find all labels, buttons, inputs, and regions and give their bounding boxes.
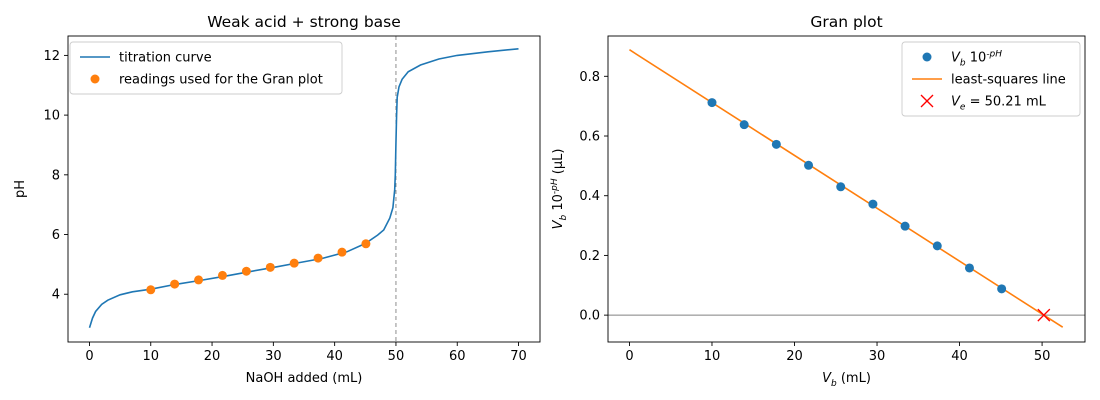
- legend-label: Ve = 50.21 mL: [951, 95, 1047, 113]
- legend-label: readings used for the Gran plot: [119, 73, 323, 88]
- plot-area: [88, 48, 519, 328]
- chart-title: Gran plot: [810, 13, 882, 31]
- marker-x-stroke: [1037, 308, 1051, 322]
- legend-handle-marker: [90, 74, 100, 84]
- x-axis-label: Vb (mL): [822, 371, 871, 389]
- point-readings-used-for-the-gran-plot-3: [217, 270, 227, 280]
- y-tick-label: 0.6: [579, 130, 600, 145]
- legend-handle-marker: [922, 52, 932, 62]
- x-tick-label: 50: [1034, 349, 1051, 364]
- axes-frame: [607, 35, 1086, 343]
- y-tick-label: 0.8: [579, 70, 600, 85]
- x-tick-label: 20: [204, 349, 221, 364]
- chart-title: Weak acid + strong base: [207, 13, 401, 31]
- x-axis-label: NaOH added (mL): [246, 371, 363, 386]
- legend-box: [69, 41, 343, 95]
- x-tick-label: 70: [510, 349, 527, 364]
- x-tick-label: 10: [704, 349, 721, 364]
- point-readings-used-for-the-gran-plot-1: [170, 279, 180, 289]
- y-tick-label: 0.2: [579, 249, 600, 264]
- point-readings-used-for-the-gran-plot-8: [337, 247, 347, 257]
- point-readings-used-for-the-gran-plot-9: [361, 239, 371, 249]
- plot-area: [629, 49, 1064, 328]
- point-readings-used-for-the-gran-plot-4: [241, 266, 251, 276]
- point-v-e-50-21-ml-0: [1037, 308, 1051, 322]
- x-tick-label: 20: [786, 349, 803, 364]
- chart-panel-1: Weak acid + strong base 0 10 20 30 40 50 60 70 4 6…: [13, 13, 541, 386]
- x-tick-label: 0: [625, 349, 633, 364]
- point-v-b-10-ph-2: [771, 139, 781, 149]
- y-tick-label: 10: [43, 109, 60, 124]
- point-v-b-10-ph-1: [739, 120, 749, 130]
- y-tick-label: 6: [52, 228, 60, 243]
- legend: titration curve readings used for the Gra…: [69, 41, 343, 95]
- axes-frame: [67, 35, 541, 343]
- legend-label: least-squares line: [951, 73, 1066, 88]
- y-axis-label: Vb 10-pH (µL): [550, 149, 569, 230]
- x-tick-label: 60: [449, 349, 466, 364]
- chart-panel-2: Gran plot 0 10 20 30 40 50 0.0 0.2 0.4 0.6 0.8 Vb (m…: [550, 13, 1086, 389]
- series-line-least-squares-line: [629, 49, 1064, 328]
- point-v-b-10-ph-6: [900, 221, 910, 231]
- point-readings-used-for-the-gran-plot-2: [194, 275, 204, 285]
- y-tick-label: 0.4: [579, 189, 600, 204]
- y-tick-label: 12: [43, 49, 60, 64]
- series-line-titration-curve: [88, 48, 519, 328]
- x-tick-label: 30: [265, 349, 282, 364]
- x-tick-label: 30: [869, 349, 886, 364]
- point-readings-used-for-the-gran-plot-5: [265, 262, 275, 272]
- point-readings-used-for-the-gran-plot-7: [313, 253, 323, 263]
- point-readings-used-for-the-gran-plot-0: [146, 285, 156, 295]
- legend: Vb 10-pH​ least-squares line Ve = 50.21 mL: [901, 41, 1081, 117]
- point-v-b-10-ph-5: [868, 199, 878, 209]
- point-readings-used-for-the-gran-plot-6: [289, 258, 299, 268]
- legend-box: [901, 41, 1081, 117]
- y-tick-label: 8: [52, 168, 60, 183]
- point-v-b-10-ph-7: [932, 241, 942, 251]
- point-v-b-10-ph-8: [964, 263, 974, 273]
- y-tick-label: 4: [52, 288, 60, 303]
- x-tick-label: 10: [142, 349, 159, 364]
- x-tick-label: 0: [85, 349, 93, 364]
- point-v-b-10-ph-4: [836, 182, 846, 192]
- y-axis-label: pH: [13, 180, 28, 198]
- legend-handle-x: [920, 94, 934, 108]
- y-tick-label: 0.0: [579, 309, 600, 324]
- x-tick-label: 50: [388, 349, 405, 364]
- point-v-b-10-ph-0: [707, 98, 717, 108]
- x-tick-label: 40: [326, 349, 343, 364]
- legend-label: Vb 10-pH​: [951, 50, 1002, 69]
- x-tick-label: 40: [951, 349, 968, 364]
- point-v-b-10-ph-9: [997, 284, 1007, 294]
- point-v-b-10-ph-3: [804, 160, 814, 170]
- legend-label: titration curve: [119, 51, 212, 66]
